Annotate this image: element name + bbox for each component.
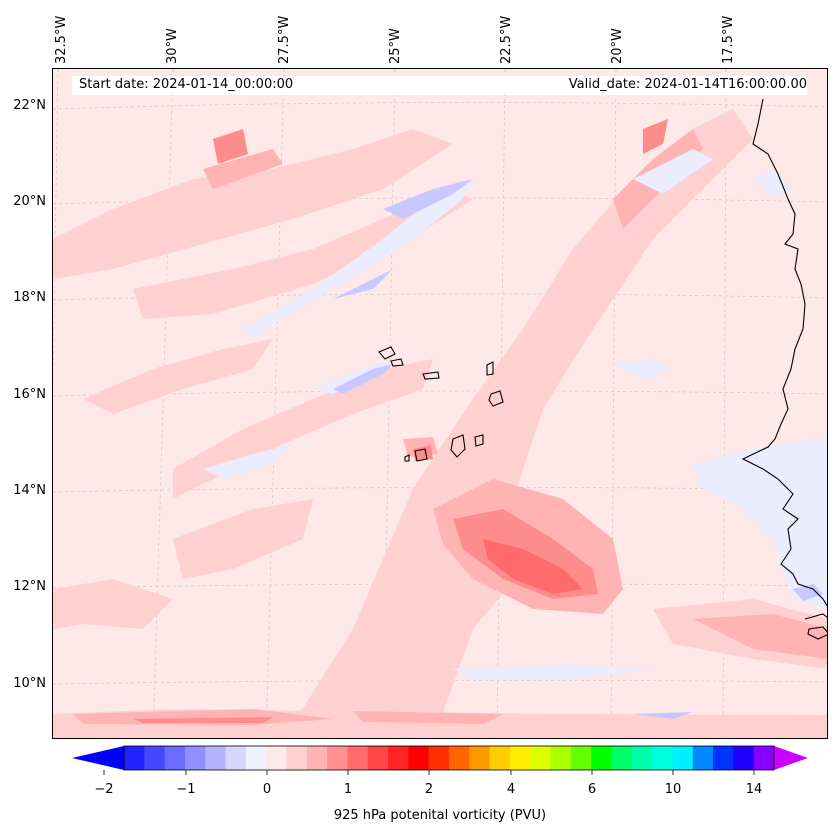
colorbar-min-extend [72, 746, 124, 770]
colorbar-title: 925 hPa potenital vorticity (PVU) [333, 808, 547, 823]
map-panel [52, 68, 828, 739]
colorbar-cell [591, 746, 612, 770]
coastline [378, 98, 827, 640]
pv-field-negative [203, 149, 827, 679]
colorbar-cell [225, 746, 247, 770]
colorbar-cell [164, 746, 186, 770]
colorbar-cell [611, 746, 633, 770]
colorbar-cell [184, 746, 206, 770]
colorbar-cell [245, 746, 267, 770]
lon-label: 25°W [388, 28, 403, 64]
colorbar-cell [144, 746, 166, 770]
colorbar-cell [489, 746, 511, 770]
colorbar-cell [469, 746, 491, 770]
colorbar-max-extend [774, 746, 808, 770]
lat-label: 20°N [13, 194, 46, 209]
colorbar-cell [286, 746, 308, 770]
lat-label: 12°N [13, 579, 46, 594]
colorbar-cell [550, 746, 572, 770]
colorbar-cell [388, 746, 409, 770]
lon-label: 32.5°W [54, 15, 69, 64]
colorbar-cell [306, 746, 328, 770]
colorbar-cell [652, 746, 673, 770]
colorbar-cell [530, 746, 552, 770]
colorbar-tick-label: −1 [176, 782, 196, 797]
colorbar-cell [367, 746, 389, 770]
colorbar-tick-label: 0 [262, 782, 272, 797]
pv-field-max [483, 539, 583, 594]
lon-label: 22.5°W [499, 15, 514, 64]
colorbar-cell [570, 746, 592, 770]
colorbar-outline [123, 745, 775, 771]
colorbar-cell [631, 746, 653, 770]
colorbar-cell [672, 746, 694, 770]
colorbar-cell [266, 746, 287, 770]
colorbar-cell [428, 746, 450, 770]
lat-label: 18°N [13, 290, 46, 305]
lat-label: 22°N [13, 98, 46, 113]
colorbar-cell [327, 746, 348, 770]
lat-label: 14°N [13, 483, 46, 498]
colorbar-tick-label: 1 [343, 782, 353, 797]
lon-label: 20°W [610, 28, 625, 64]
potential-vorticity-map [53, 69, 827, 738]
colorbar-cell [408, 746, 430, 770]
lat-label: 16°N [13, 387, 46, 402]
lon-label: 27.5°W [277, 15, 292, 64]
colorbar-cell [713, 746, 734, 770]
colorbar-cell [347, 746, 369, 770]
colorbar-cell [733, 746, 755, 770]
colorbar-cell [449, 746, 470, 770]
colorbar-cell [509, 746, 531, 770]
valid-date: Valid_date: 2024-01-14T16:00:00.00 [568, 77, 807, 92]
pv-field-negative-strong [333, 179, 823, 719]
lon-label: 30°W [165, 28, 180, 64]
colorbar-cell [205, 746, 227, 770]
colorbar-cell [124, 746, 145, 770]
colorbar-tick-label: 4 [506, 782, 516, 797]
colorbar-tick-label: 2 [424, 782, 434, 797]
colorbar-tick-label: −2 [94, 782, 114, 797]
colorbar-cell [692, 746, 714, 770]
lat-label: 10°N [13, 676, 46, 691]
lon-label: 17.5°W [721, 15, 736, 64]
start-date: Start date: 2024-01-14_00:00:00 [79, 77, 294, 92]
colorbar-tick-label: 14 [745, 782, 763, 797]
colorbar-cell [753, 746, 775, 770]
colorbar-tick-label: 6 [587, 782, 597, 797]
info-bar [72, 76, 807, 95]
colorbar-tick-label: 10 [664, 782, 682, 797]
